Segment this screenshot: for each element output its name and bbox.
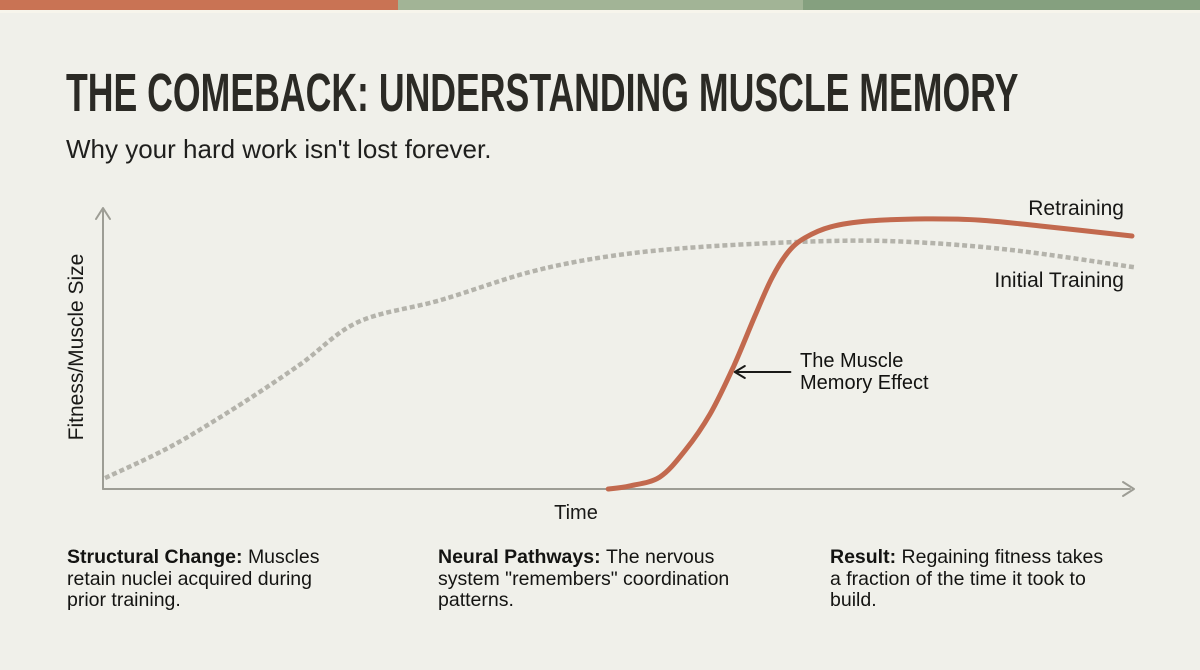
x-axis-label: Time [554,502,598,524]
footnote-result: Result: Regaining fitness takes a fracti… [830,546,1115,612]
page-title: THE COMEBACK: UNDERSTANDING MUSCLE MEMOR… [66,63,1019,123]
footnote-structural-change: Structural Change: Muscles retain nuclei… [67,546,339,612]
muscle-memory-annotation: The Muscle Memory Effect [800,350,929,394]
y-axis-arrow-icon [95,207,111,220]
chart-axes [95,207,1135,497]
footnote-text: Muscles retain nuclei acquired during pr… [67,546,320,611]
footnote-text: The nervous system "remembers" coordinat… [438,546,730,611]
x-axis-arrow-icon [1122,481,1135,497]
top-accent-bar-underline [0,10,1200,13]
y-axis-label: Fitness/Muscle Size [65,253,88,441]
footnote-text: Regaining fitness takes a fraction of th… [830,546,1104,611]
legend-label-retraining: Retraining [1028,197,1124,220]
annotation-arrow-layer [733,365,792,379]
footnote-lead: Result: [830,546,902,568]
footnote-lead: Neural Pathways: [438,546,606,568]
series-curve-retraining [605,216,1135,492]
chart-series-layer [104,216,1135,492]
accent-sage-light [398,0,803,10]
accent-sage-dark [802,0,1200,10]
footnote-lead: Structural Change: [67,546,248,568]
page-subtitle: Why your hard work isn't lost forever. [66,134,492,164]
top-accent-bar [0,0,1200,10]
legend-label-initial-training: Initial Training [994,269,1124,292]
footnote-neural-pathways: Neural Pathways: The nervous system "rem… [438,546,758,612]
accent-orange [0,0,399,10]
annotation-arrow-icon [733,365,792,379]
series-curve-initial-training [104,238,1135,481]
